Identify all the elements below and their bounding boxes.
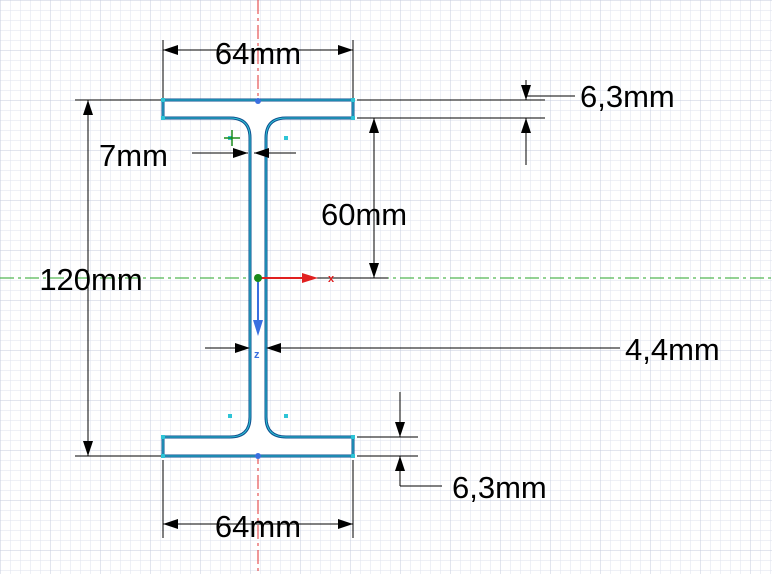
bottom-midpoint[interactable]	[255, 453, 261, 459]
half-height-label[interactable]: 60mm	[321, 197, 407, 232]
centroid-point[interactable]	[254, 274, 262, 282]
fillet-radius-label[interactable]: 7mm	[99, 138, 168, 173]
web-thickness-label[interactable]: 4,4mm	[625, 332, 720, 367]
top-width-label[interactable]: 64mm	[215, 36, 301, 71]
z-axis-label: z	[254, 349, 260, 361]
x-axis-label: x	[328, 273, 335, 285]
bottom-width-label[interactable]: 64mm	[215, 509, 301, 544]
total-height-label[interactable]: 120mm	[39, 262, 142, 297]
top-midpoint[interactable]	[255, 98, 261, 104]
bottom-flange-thickness-label[interactable]: 6,3mm	[452, 470, 547, 505]
top-flange-thickness-label[interactable]: 6,3mm	[580, 79, 675, 114]
